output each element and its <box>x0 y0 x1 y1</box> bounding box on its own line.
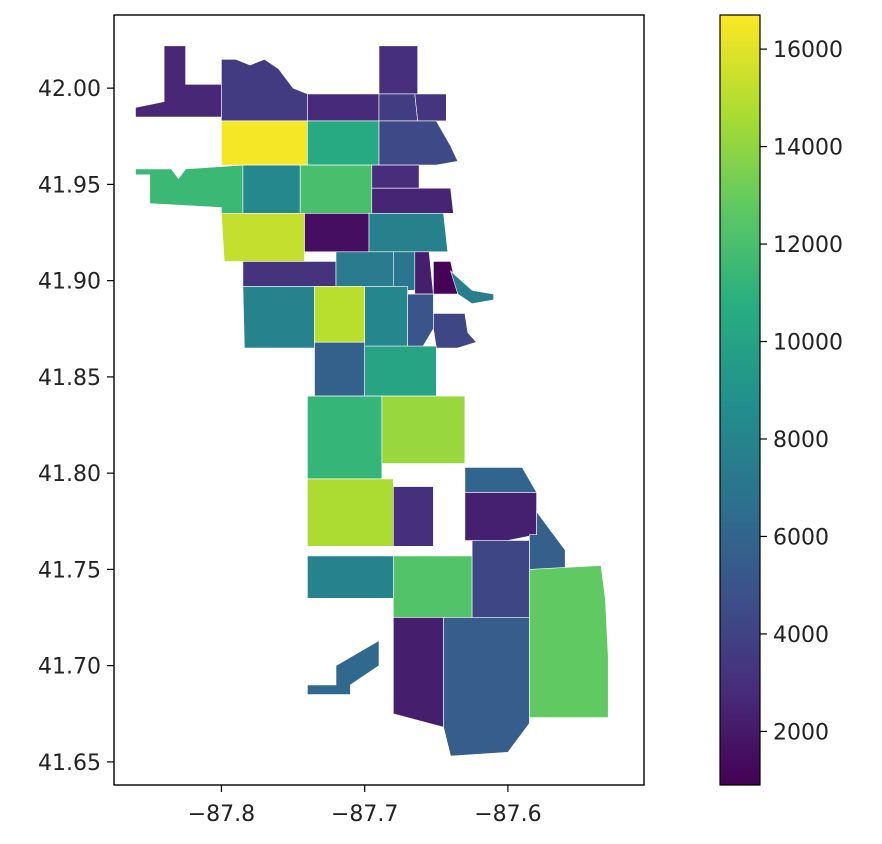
community-area-region <box>307 395 383 480</box>
community-area-region <box>335 251 394 287</box>
community-area-region <box>314 341 366 397</box>
community-area-region <box>307 478 394 547</box>
community-area-region <box>378 93 419 122</box>
community-area-region <box>242 286 315 349</box>
y-tick-label: 42.00 <box>38 77 101 102</box>
y-tick-label: 41.80 <box>38 462 101 487</box>
community-area-region <box>407 293 434 349</box>
colorbar-tick-label: 6000 <box>773 525 829 550</box>
x-axis-ticks: −87.8 −87.7 −87.6 <box>188 785 542 827</box>
colorbar-tick-label: 8000 <box>773 428 829 453</box>
y-tick-label: 41.85 <box>38 366 101 391</box>
colorbar-tick-label: 16000 <box>773 38 843 63</box>
colorbar-tick-label: 12000 <box>773 233 843 258</box>
community-area-region <box>221 58 308 122</box>
community-area-region <box>307 555 394 599</box>
community-area-region <box>392 251 416 291</box>
community-area-region <box>221 213 305 262</box>
community-area-region <box>449 270 494 305</box>
community-area-region <box>368 213 449 253</box>
axes-frame <box>113 14 645 786</box>
community-area-region <box>433 313 477 349</box>
community-regions <box>135 45 609 757</box>
community-area-region <box>392 486 434 547</box>
community-area-region <box>378 120 459 166</box>
community-area-region <box>371 187 454 214</box>
community-area-region <box>471 540 530 618</box>
community-area-region <box>135 164 244 214</box>
y-tick-label: 41.70 <box>38 655 101 680</box>
community-area-region <box>378 45 419 95</box>
community-area-region <box>307 93 380 122</box>
community-area-region <box>392 617 444 728</box>
community-area-region <box>392 555 473 618</box>
y-tick-label: 41.75 <box>38 558 101 583</box>
community-area-region <box>364 345 437 397</box>
community-area-region <box>304 213 370 253</box>
community-area-region <box>464 467 538 493</box>
colorbar-tick-label: 14000 <box>773 136 843 161</box>
y-tick-label: 41.90 <box>38 270 101 295</box>
colorbar-tick-label: 2000 <box>773 720 829 745</box>
community-area-region <box>443 617 530 757</box>
colorbar-tick-label: 10000 <box>773 331 843 356</box>
x-tick-label: −87.8 <box>188 802 255 827</box>
y-tick-label: 41.95 <box>38 173 101 198</box>
community-area-region <box>381 395 466 464</box>
community-area-region <box>464 492 537 541</box>
community-area-region <box>307 120 380 166</box>
y-axis-ticks: 41.65 41.70 41.75 41.80 41.85 41.90 41.95 42.00 <box>38 77 114 776</box>
community-area-region <box>414 251 434 295</box>
community-area-region <box>414 93 447 122</box>
colorbar-frame <box>719 14 761 786</box>
colorbar <box>720 15 760 785</box>
community-area-region <box>529 565 609 718</box>
community-area-region <box>314 286 366 343</box>
community-area-region <box>364 286 408 349</box>
x-tick-label: −87.7 <box>331 802 398 827</box>
x-tick-label: −87.6 <box>474 802 541 827</box>
community-area-region <box>242 261 337 287</box>
community-area-region <box>307 640 380 695</box>
colorbar-tick-label: 4000 <box>773 623 829 648</box>
colorbar-ticks: 2000 4000 6000 8000 10000 12000 14000 16000 <box>760 38 843 745</box>
community-area-region <box>371 164 420 189</box>
community-area-region <box>135 45 222 118</box>
y-tick-label: 41.65 <box>38 751 101 776</box>
community-area-region <box>242 164 301 214</box>
community-area-region <box>221 120 308 166</box>
